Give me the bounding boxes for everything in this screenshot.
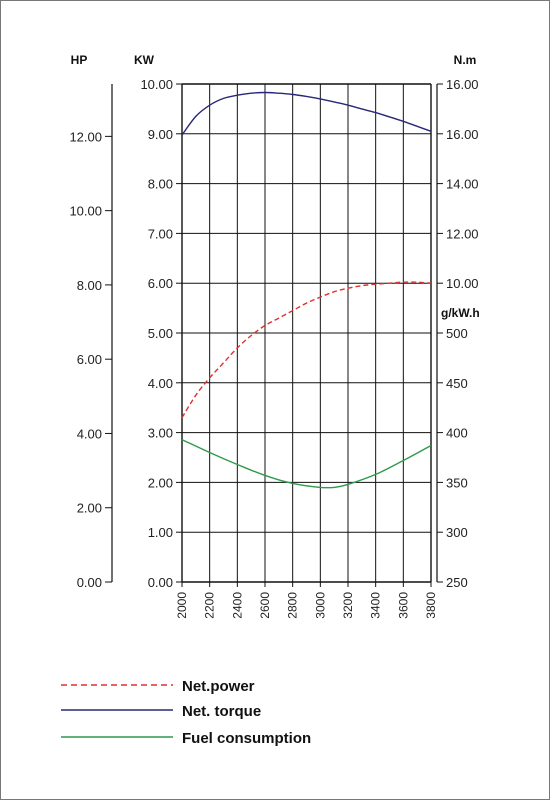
nm-tick-label: 16.00 bbox=[446, 77, 479, 92]
gkwh-tick-label: 400 bbox=[446, 426, 468, 441]
hp-tick-label: 4.00 bbox=[77, 426, 102, 441]
plot-grid bbox=[181, 83, 432, 583]
x-tick-label: 2400 bbox=[230, 592, 244, 619]
kw-tick-label: 3.00 bbox=[148, 426, 173, 441]
kw-tick-label: 8.00 bbox=[148, 177, 173, 192]
x-tick-label: 3200 bbox=[341, 592, 355, 619]
nm-tick-label: 16.00 bbox=[446, 127, 479, 142]
legend-label-net-power: Net.power bbox=[182, 678, 255, 695]
x-tick-label: 3400 bbox=[369, 592, 383, 619]
legend: Net.power Net. torque Fuel consumption bbox=[61, 678, 311, 747]
hp-tick-label: 2.00 bbox=[77, 501, 102, 516]
hp-tick-label: 0.00 bbox=[77, 575, 102, 590]
kw-tick-label: 0.00 bbox=[148, 575, 173, 590]
x-tick-label: 3800 bbox=[424, 592, 438, 619]
x-tick-label: 2800 bbox=[286, 592, 300, 619]
gkwh-tick-label: 350 bbox=[446, 475, 468, 490]
x-tick-label: 2200 bbox=[203, 592, 217, 619]
hp-tick-label: 10.00 bbox=[69, 204, 102, 219]
gkwh-unit-label: g/kW.h bbox=[441, 306, 480, 320]
gkwh-tick-label: 250 bbox=[446, 575, 468, 590]
nm-tick-label: 12.00 bbox=[446, 226, 479, 241]
kw-tick-label: 6.00 bbox=[148, 276, 173, 291]
kw-tick-label: 7.00 bbox=[148, 226, 173, 241]
gkwh-tick-label: 300 bbox=[446, 525, 468, 540]
nm-unit-label: N.m bbox=[454, 53, 477, 67]
gkwh-tick-label: 500 bbox=[446, 326, 468, 341]
kw-tick-label: 2.00 bbox=[148, 475, 173, 490]
hp-tick-label: 8.00 bbox=[77, 278, 102, 293]
hp-unit-label: HP bbox=[71, 53, 88, 67]
net-power-line bbox=[181, 281, 432, 419]
legend-label-fuel-consumption: Fuel consumption bbox=[182, 730, 311, 747]
hp-tick-label: 12.00 bbox=[69, 129, 102, 144]
kw-tick-label: 10.00 bbox=[140, 77, 173, 92]
legend-label-net-torque: Net. torque bbox=[182, 703, 261, 720]
kw-tick-label: 5.00 bbox=[148, 326, 173, 341]
axis-ticks: HP KW N.m g/kW.h 0.00 2.00 4.00 6.00 8.00 10.00 12… bbox=[69, 53, 479, 619]
nm-tick-label: 10.00 bbox=[446, 276, 479, 291]
hp-tick-label: 6.00 bbox=[77, 352, 102, 367]
gkwh-tick-label: 450 bbox=[446, 376, 468, 391]
x-tick-label: 2600 bbox=[258, 592, 272, 619]
x-tick-label: 3600 bbox=[396, 592, 410, 619]
x-tick-label: 2000 bbox=[175, 592, 189, 619]
kw-tick-label: 4.00 bbox=[148, 376, 173, 391]
net-torque-line bbox=[181, 91, 432, 136]
series-lines bbox=[181, 91, 432, 489]
kw-tick-label: 1.00 bbox=[148, 525, 173, 540]
kw-unit-label: KW bbox=[134, 53, 155, 67]
nm-tick-label: 14.00 bbox=[446, 177, 479, 192]
x-tick-label: 3000 bbox=[313, 592, 327, 619]
kw-tick-label: 9.00 bbox=[148, 127, 173, 142]
fuel-consumption-line bbox=[181, 438, 432, 489]
